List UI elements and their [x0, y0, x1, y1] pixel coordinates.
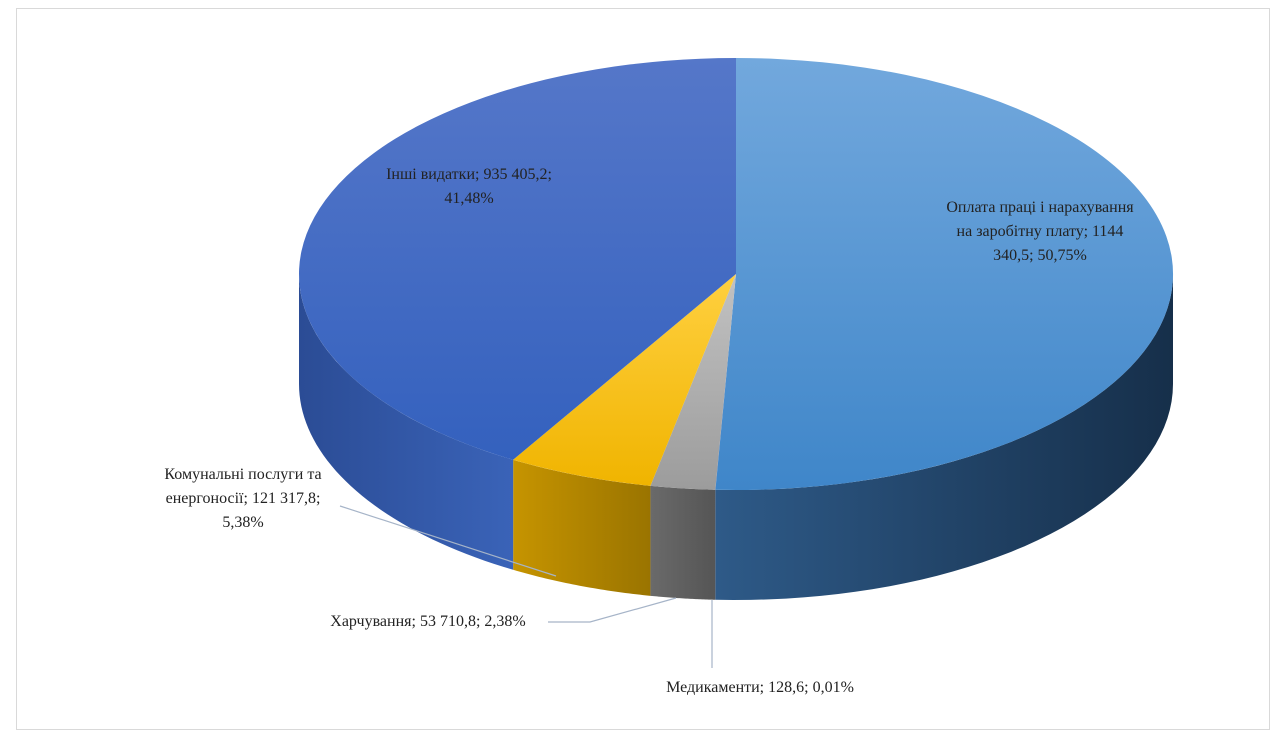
- leader-line-2: [548, 597, 677, 623]
- slice-label-line: 5,38%: [222, 514, 263, 531]
- slice-label-line: Харчування; 53 710,8; 2,38%: [330, 613, 525, 630]
- slice-label-2: Харчування; 53 710,8; 2,38%: [330, 613, 525, 630]
- slice-label-line: Інші видатки; 935 405,2;: [386, 166, 552, 183]
- pie-slice-side-3: [513, 459, 651, 596]
- slice-label-line: 340,5; 50,75%: [993, 247, 1087, 264]
- slice-label-0: Оплата праці і нарахування на заробітну п…: [946, 199, 1134, 264]
- pie-slice-2[interactable]: [650, 274, 736, 490]
- pie-slice-4[interactable]: [299, 58, 736, 460]
- slice-label-line: Оплата праці і нарахування: [946, 199, 1134, 216]
- pie-slice-0[interactable]: [715, 57, 1174, 491]
- slice-label-3: Комунальні послуги та енергоносії; 121 31…: [164, 466, 321, 531]
- pie-slice-side-0: [715, 274, 1173, 600]
- slice-label-line: Медикаменти; 128,6; 0,01%: [666, 679, 854, 696]
- pie-slice-side-2: [650, 485, 716, 600]
- leader-line-3: [339, 505, 557, 577]
- slice-label-line: 41,48%: [444, 190, 493, 207]
- slice-label-line: енергоносії; 121 317,8;: [166, 490, 321, 507]
- slice-label-4: Інші видатки; 935 405,2; 41,48%: [386, 166, 552, 207]
- slice-label-1: Медикаменти; 128,6; 0,01%: [666, 679, 854, 696]
- pie-slice-side-4: [299, 274, 514, 570]
- pie-slice-3[interactable]: [513, 274, 736, 486]
- pie-slice-1[interactable]: [715, 274, 736, 490]
- slice-label-line: Комунальні послуги та: [164, 466, 321, 483]
- slice-label-line: на заробітну плату; 1144: [957, 223, 1124, 240]
